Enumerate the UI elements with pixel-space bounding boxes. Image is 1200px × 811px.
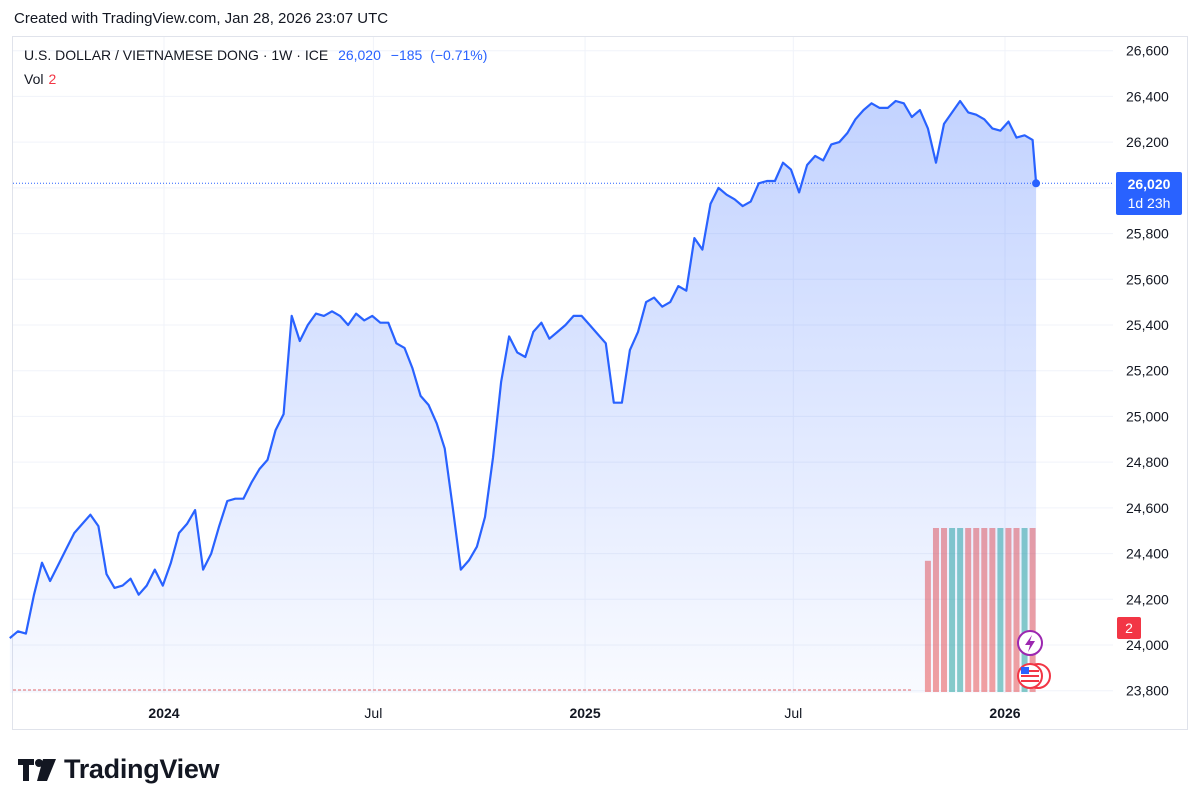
tradingview-logo-icon [18, 758, 56, 781]
y-tick-label: 25,800 [1126, 226, 1169, 242]
last-price-tag-value: 26,020 [1127, 176, 1171, 192]
y-tick-label: 26,200 [1126, 134, 1169, 150]
y-tick-label: 26,600 [1126, 43, 1169, 59]
x-tick-label: 2026 [989, 705, 1020, 721]
y-tick-label: 24,000 [1126, 637, 1169, 653]
x-tick-label: 2024 [148, 705, 179, 721]
chart-legend: U.S. DOLLAR / VIETNAMESE DONG · 1W · ICE… [24, 47, 487, 63]
volume-price-tag: 2 [1117, 617, 1141, 639]
volume-label[interactable]: Vol [24, 71, 44, 87]
x-tick-label: 2025 [569, 705, 600, 721]
y-tick-label: 24,800 [1126, 454, 1169, 470]
y-tick-label: 25,000 [1126, 408, 1169, 424]
x-tick-label: Jul [784, 705, 802, 721]
price-area-fill [9, 101, 1037, 693]
y-tick-label: 25,200 [1126, 363, 1169, 379]
symbol-title[interactable]: U.S. DOLLAR / VIETNAMESE DONG · 1W · ICE [24, 47, 329, 63]
y-tick-label: 23,800 [1126, 683, 1169, 699]
y-tick-label: 24,200 [1126, 591, 1169, 607]
tradingview-brand[interactable]: TradingView [18, 754, 220, 785]
y-tick-label: 24,600 [1126, 500, 1169, 516]
y-tick-label: 24,400 [1126, 546, 1169, 562]
y-tick-label: 26,400 [1126, 88, 1169, 104]
y-axis: 26,60026,40026,20026,00025,80025,60025,4… [1126, 43, 1169, 699]
volume-value: 2 [48, 71, 57, 87]
last-price-tag: 26,020 1d 23h [1116, 172, 1182, 215]
x-tick-label: Jul [364, 705, 382, 721]
bar-countdown: 1d 23h [1127, 195, 1171, 211]
y-tick-label: 25,600 [1126, 271, 1169, 287]
brand-name: TradingView [64, 754, 220, 784]
last-value: 26,020 [338, 47, 381, 63]
y-tick-label: 25,400 [1126, 317, 1169, 333]
event-lightning-icon[interactable] [1017, 630, 1043, 656]
change-value: −185 [390, 47, 423, 63]
last-price-dot [1032, 179, 1041, 188]
volume-legend: Vol 2 [24, 71, 56, 87]
chart-caption: Created with TradingView.com, Jan 28, 20… [14, 10, 389, 27]
price-line [9, 99, 1038, 639]
chart-frame [12, 36, 1188, 730]
us-flag-event-icon[interactable] [1017, 663, 1051, 689]
change-percent: (−0.71%) [430, 47, 488, 63]
x-axis: 2024 Jul 2025 Jul 2026 [148, 705, 1020, 721]
